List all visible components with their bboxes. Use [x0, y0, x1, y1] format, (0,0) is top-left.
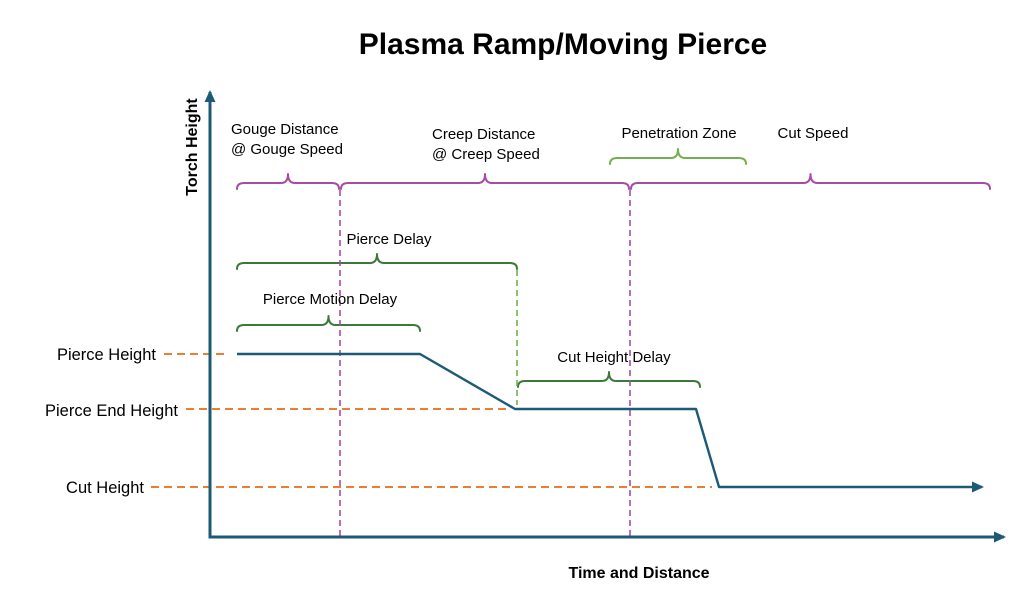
pierce-motion-delay-label: Pierce Motion Delay — [263, 291, 398, 308]
diagram-title: Plasma Ramp/Moving Pierce — [359, 28, 768, 61]
x-axis-label: Time and Distance — [568, 565, 709, 582]
cut-height-delay-brace — [517, 371, 701, 388]
penetration-zone-brace — [609, 148, 747, 165]
cut-height-label: Cut Height — [66, 479, 144, 497]
pierce-motion-delay-brace — [236, 315, 421, 332]
creep-distance-brace — [340, 173, 630, 190]
cut-speed-label: Cut Speed — [778, 125, 849, 142]
y-axis-label: Torch Height — [184, 98, 201, 196]
creep-distance-label-line2: @ Creep Speed — [432, 146, 540, 163]
penetration-zone-label: Penetration Zone — [621, 125, 736, 142]
cut-height-delay-label: Cut Height Delay — [557, 349, 671, 366]
creep-distance-label-line1: Creep Distance — [432, 126, 535, 143]
pierce-delay-brace — [236, 253, 518, 270]
torch-height-profile-line — [237, 352, 984, 493]
pierce-height-label: Pierce Height — [57, 346, 156, 364]
gouge-distance-label-line1: Gouge Distance — [231, 121, 339, 138]
cut-speed-brace — [630, 173, 991, 190]
diagram-geometry-layer — [151, 90, 1006, 543]
gouge-distance-label-line2: @ Gouge Speed — [231, 141, 343, 158]
pierce-delay-label: Pierce Delay — [346, 231, 432, 248]
pierce-end-height-label: Pierce End Height — [45, 402, 178, 420]
gouge-distance-brace — [236, 173, 340, 190]
